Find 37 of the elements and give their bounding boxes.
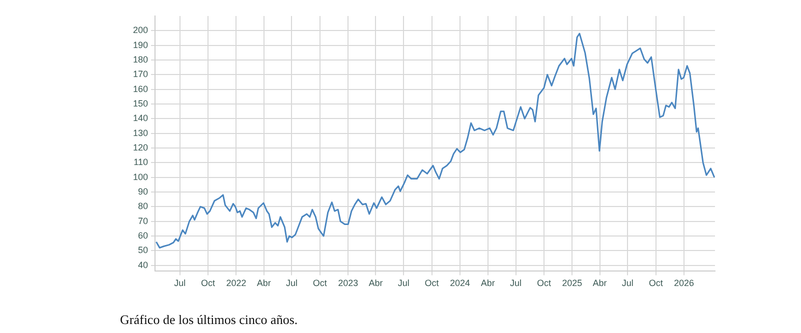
x-tick-label: Oct xyxy=(201,278,216,288)
x-tick-label: Abr xyxy=(592,278,607,288)
x-tick-label: Jul xyxy=(398,278,410,288)
x-tick-label: Oct xyxy=(536,278,552,288)
y-tick-label: 110 xyxy=(134,157,148,168)
x-tick-label: 2024 xyxy=(450,278,470,288)
text: Gráfico de los últimos cinco años. xyxy=(120,312,298,328)
y-tick-label: 120 xyxy=(132,142,148,152)
y-tick-label: 200 xyxy=(132,25,148,36)
y-tick-label: 60 xyxy=(138,230,148,240)
y-tick-label: 80 xyxy=(138,201,148,212)
x-tick-label: Oct xyxy=(648,278,664,288)
y-tick-label: 190 xyxy=(132,40,148,50)
x-tick-label: 2026 xyxy=(674,278,694,288)
y-tick-label: 140 xyxy=(132,113,148,124)
y-tick-label: 70 xyxy=(138,216,148,226)
x-tick-label: Oct xyxy=(424,278,440,288)
x-tick-label: Jul xyxy=(286,278,298,288)
x-tick-label: 2022 xyxy=(226,278,246,288)
x-tick-label: Jul xyxy=(622,278,634,288)
y-tick-label: 90 xyxy=(138,186,148,196)
y-tick-label: 50 xyxy=(138,245,148,256)
x-tick-label: 2025 xyxy=(562,278,582,288)
y-tick-label: 150 xyxy=(132,98,148,108)
x-tick-label: Abr xyxy=(256,278,271,288)
y-tick-label: 160 xyxy=(132,84,148,94)
x-tick-label: Abr xyxy=(368,278,383,288)
x-tick-label: Oct xyxy=(312,278,328,288)
x-tick-label: Jul xyxy=(510,278,522,288)
y-tick-label: 180 xyxy=(132,54,148,64)
y-tick-label: 100 xyxy=(132,172,148,182)
x-tick-label: Jul xyxy=(174,278,186,288)
x-tick-label: 2023 xyxy=(338,278,358,288)
y-tick-label: 40 xyxy=(138,260,148,270)
y-tick-label: 170 xyxy=(132,69,148,80)
y-tick-label: 130 xyxy=(132,128,148,138)
x-tick-label: Abr xyxy=(480,278,495,288)
